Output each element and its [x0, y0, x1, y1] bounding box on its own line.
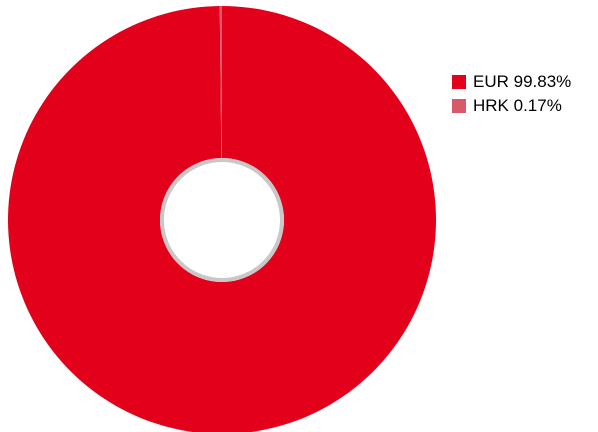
slice-hrk: [219, 6, 222, 159]
legend-item-hrk: HRK 0.17%: [452, 94, 571, 118]
legend-swatch-hrk: [452, 99, 466, 113]
legend-item-eur: EUR 99.83%: [452, 70, 571, 94]
slice-eur: [8, 6, 436, 432]
legend: EUR 99.83% HRK 0.17%: [452, 70, 571, 118]
legend-label-eur: EUR 99.83%: [473, 72, 572, 91]
donut-hole: [160, 158, 284, 282]
legend-swatch-eur: [452, 75, 466, 89]
legend-label-hrk: HRK 0.17%: [473, 96, 562, 115]
